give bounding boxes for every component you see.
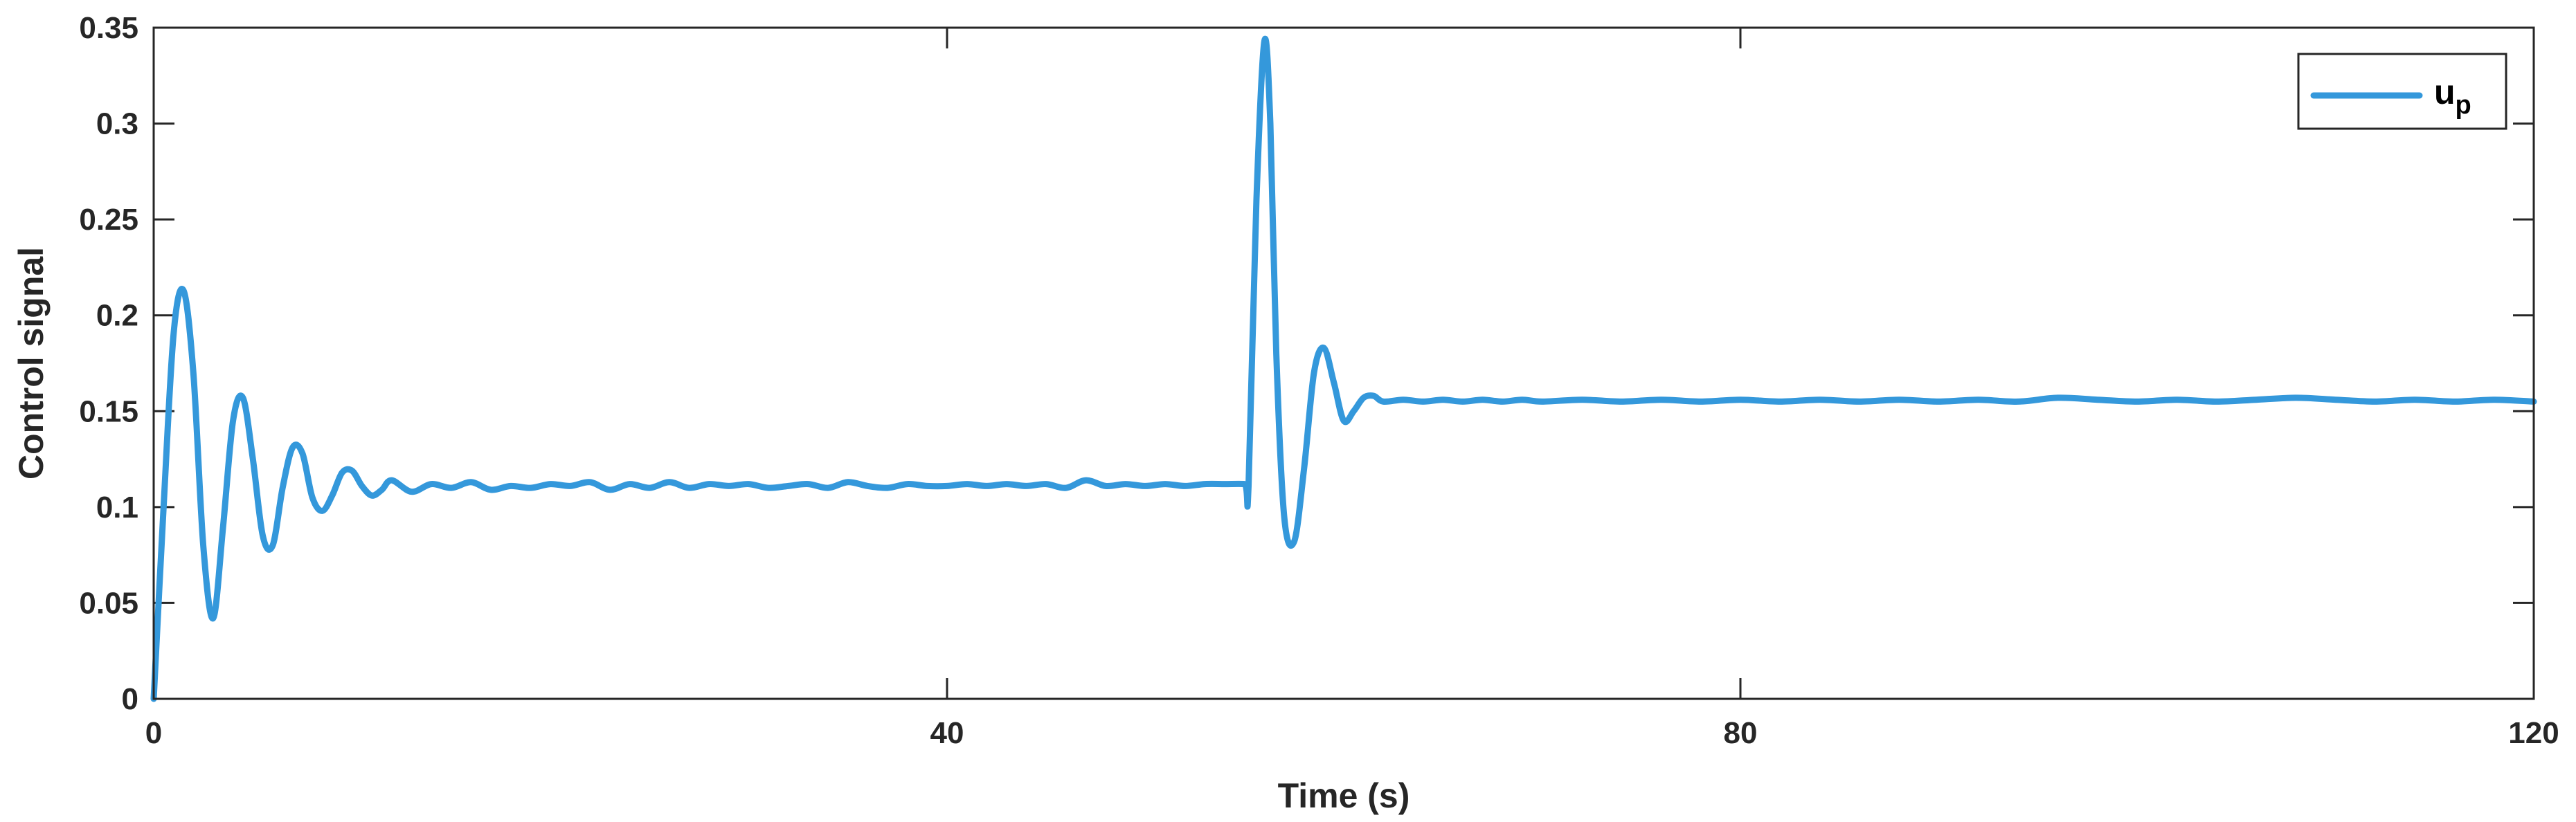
legend-label-up: up — [2434, 73, 2471, 120]
x-tick-label-1: 40 — [930, 716, 964, 750]
y-tick-label-0: 0 — [122, 682, 138, 716]
y-tick-label-4: 0.2 — [96, 299, 138, 333]
legend-subscript: p — [2456, 91, 2471, 120]
y-axis-ticks: 0 0.05 0.1 0.15 0.2 0.25 0.3 0.35 — [79, 11, 2534, 716]
legend: up — [2297, 53, 2507, 130]
series-line-up — [150, 35, 2537, 702]
plot-frame — [152, 26, 2535, 700]
y-tick-label-2: 0.1 — [96, 491, 138, 524]
x-tick-label-0: 0 — [145, 716, 162, 750]
x-axis-label: Time (s) — [1278, 776, 1410, 815]
x-tick-label-3: 120 — [2508, 716, 2559, 750]
y-tick-label-6: 0.3 — [96, 107, 138, 141]
y-axis-label: Control signal — [12, 247, 51, 480]
y-tick-label-5: 0.25 — [79, 203, 138, 237]
legend-name: u — [2434, 73, 2456, 111]
legend-box — [2297, 53, 2507, 130]
y-tick-label-1: 0.05 — [79, 586, 138, 620]
y-tick-label-3: 0.15 — [79, 394, 138, 428]
x-axis-ticks: 0 40 80 120 — [145, 28, 2559, 750]
x-tick-label-2: 80 — [1724, 716, 1758, 750]
y-tick-label-7: 0.35 — [79, 11, 138, 45]
